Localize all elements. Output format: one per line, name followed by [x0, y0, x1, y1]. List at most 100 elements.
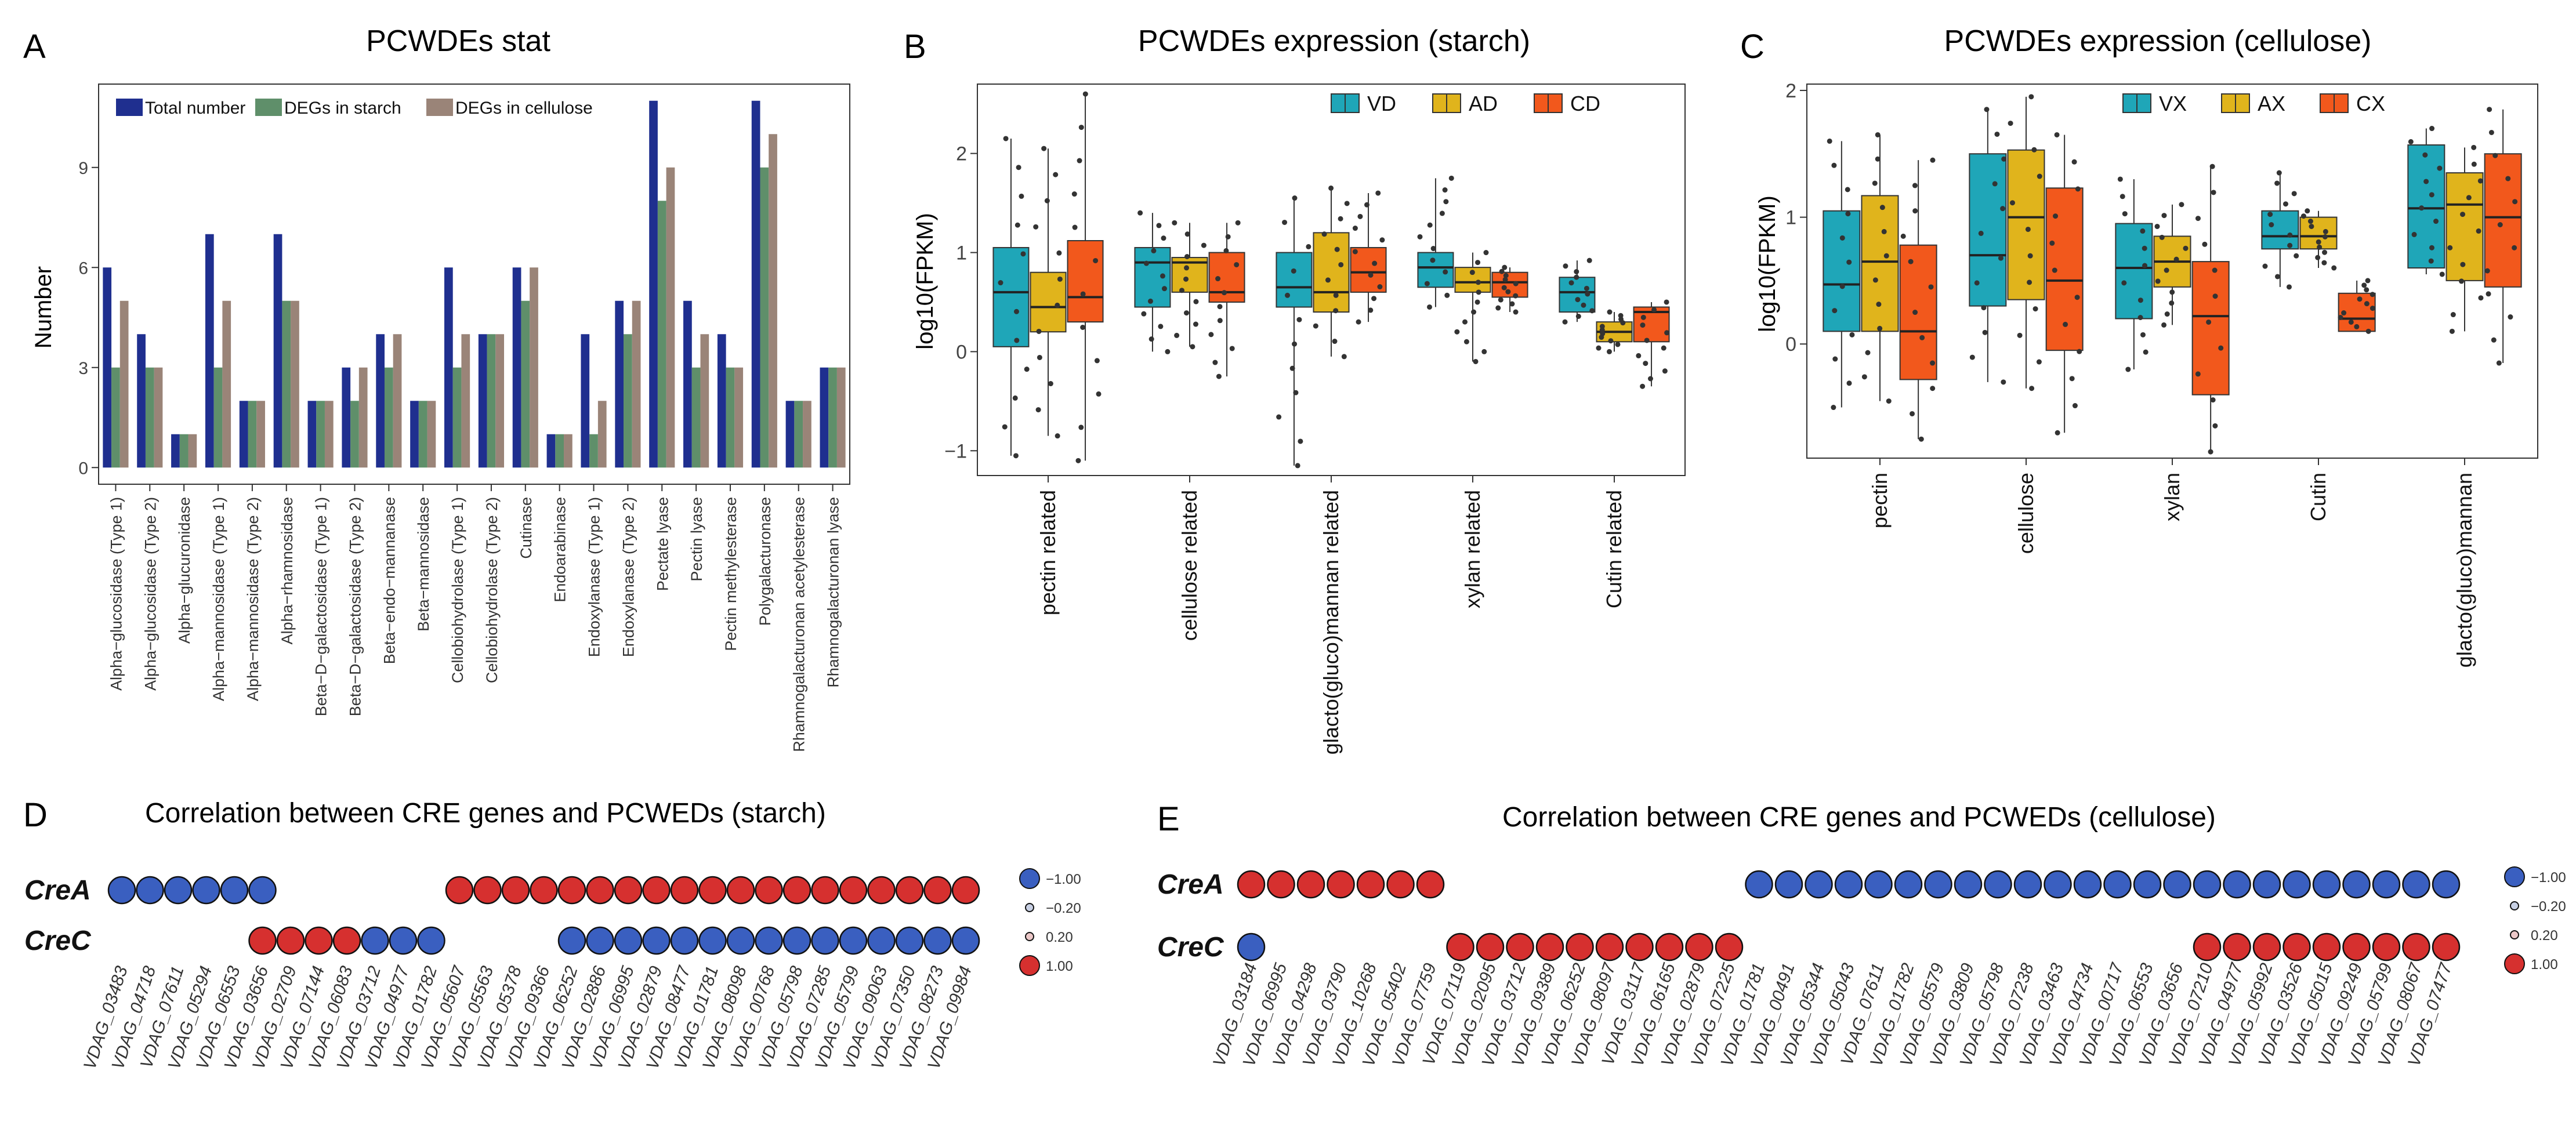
point-vd-cutin-related [1575, 313, 1581, 319]
dot-crec-vdag-03712 [361, 926, 389, 955]
point-cd-xylan-related [1503, 273, 1509, 278]
point-ad-pectin-related [1056, 250, 1062, 256]
point-cd-pectin-related [1075, 458, 1081, 463]
point-vx-cellulose [2000, 206, 2006, 212]
y-tick-label: 1 [956, 242, 967, 264]
point-cd-cutin-related [1640, 314, 1646, 320]
point-cx-cellulose [2053, 213, 2059, 219]
bar-total-number-beta-d-galactosidase-type-2 [342, 367, 351, 468]
point-vx-pectin [1839, 235, 1845, 241]
bar-total-number-pectin-methylesterase [717, 334, 726, 468]
box-ad-pectin-related [1030, 271, 1067, 333]
point-cx-pectin [1930, 386, 1936, 391]
box-vx-xylan [2115, 223, 2153, 320]
panel-d-title: Correlation between CRE genes and PCWEDs… [145, 798, 826, 829]
dot-crea-vdag-07611 [164, 876, 193, 905]
point-vx-glacto-gluco-mannan [2433, 219, 2439, 224]
point-ad-glacto-gluco-mannan-related [1333, 308, 1339, 314]
dot-crec-vdag-08098 [726, 926, 755, 955]
dot-crea-vdag-07210 [2193, 870, 2222, 899]
dot-crec-vdag-06083 [332, 926, 361, 955]
bar-degs-in-starch-cellobiohydrolase-type-1 [452, 367, 462, 468]
point-cd-pectin-related [1077, 158, 1082, 164]
point-vx-cellulose [1978, 230, 1984, 236]
point-ax-pectin [1886, 398, 1892, 404]
point-ax-cellulose [2032, 306, 2038, 312]
dot-crea-vdag-06995 [1267, 870, 1295, 899]
point-vd-cutin-related [1575, 297, 1581, 303]
dot-crea-vdag-09366 [530, 876, 558, 905]
point-ax-xylan [2161, 213, 2167, 219]
dot-crea-vdag-06995 [614, 876, 643, 905]
point-vd-cellulose-related [1160, 273, 1165, 279]
bar-degs-in-cellulose-pectin-lyase [700, 334, 709, 468]
point-cd-glacto-gluco-mannan-related [1377, 284, 1383, 290]
dot-crec-vdag-06995 [614, 926, 643, 955]
dot-crea-vdag-05344 [1805, 870, 1833, 899]
legend-dot [2510, 901, 2519, 910]
box-vx-glacto-gluco-mannan [2407, 144, 2445, 269]
point-cx-xylan [2195, 371, 2201, 377]
box-cd-cellulose-related [1208, 252, 1245, 303]
point-cd-cellulose-related [1217, 318, 1223, 324]
dot-crea-vdag-03790 [1327, 870, 1355, 899]
point-ax-cutin [2323, 228, 2328, 234]
x-tick-label-cutinase: Cutinase [517, 497, 535, 559]
point-vd-cutin-related [1568, 280, 1574, 286]
box-cd-pectin-related [1067, 240, 1104, 323]
dot-crec-vdag-03184 [1237, 932, 1266, 961]
dot-crec-vdag-09389 [1535, 932, 1564, 961]
point-cd-xylan-related [1495, 305, 1501, 311]
x-tick-label-pectate-lyase: Pectate lyase [654, 497, 671, 591]
dot-crea-vdag-08067 [2402, 870, 2430, 899]
point-ax-glacto-gluco-mannan [2476, 228, 2481, 234]
dot-crec-vdag-06165 [1655, 932, 1684, 961]
point-ad-pectin-related [1037, 354, 1042, 360]
dot-crea-vdag-04734 [2073, 870, 2102, 899]
bar-degs-in-cellulose-pectate-lyase [666, 167, 675, 468]
dot-crec-vdag-02879 [1685, 932, 1713, 961]
panel-e-title: Correlation between CRE genes and PCWEDs… [1502, 802, 2216, 833]
dot-crea-vdag-06553 [2133, 870, 2162, 899]
point-vd-cellulose-related [1156, 223, 1162, 228]
point-vx-cutin [2287, 232, 2293, 238]
dot-crea-vdag-00717 [2103, 870, 2132, 899]
point-ax-pectin [1861, 374, 1867, 380]
point-ax-glacto-gluco-mannan [2466, 195, 2472, 201]
dot-crec-vdag-06252 [1566, 932, 1594, 961]
point-ad-pectin-related [1036, 328, 1042, 334]
point-ax-cellulose [2027, 253, 2033, 259]
point-cd-glacto-gluco-mannan-related [1357, 213, 1363, 219]
point-vd-xylan-related [1439, 211, 1445, 216]
y-tick-label: 1 [1785, 207, 1796, 229]
point-vd-pectin-related [1024, 367, 1030, 372]
y-tick-label: 0 [78, 459, 88, 478]
point-cx-cellulose [2054, 132, 2060, 137]
point-cd-pectin-related [1072, 224, 1078, 230]
point-cd-pectin-related [1094, 358, 1100, 364]
legend-label: 0.20 [1046, 930, 1073, 945]
point-vd-cellulose-related [1158, 324, 1164, 329]
legend-label-cx: CX [2356, 92, 2385, 115]
x-tick-label-cutin: Cutin [2306, 473, 2330, 521]
point-cx-cutin [2370, 306, 2375, 311]
point-vx-cellulose [1998, 255, 2003, 261]
point-vx-glacto-gluco-mannan [2429, 245, 2434, 251]
bar-degs-in-starch-beta-d-galactosidase-type-2 [350, 401, 359, 468]
plot-frame [977, 84, 1686, 476]
point-vx-glacto-gluco-mannan [2439, 271, 2445, 277]
legend-swatch-degs-in-cellulose [426, 99, 453, 116]
point-vd-pectin-related [1003, 136, 1009, 141]
point-ax-cutin [2317, 244, 2323, 250]
box-vx-cellulose [1969, 153, 2007, 307]
point-cd-glacto-gluco-mannan-related [1368, 307, 1374, 313]
dot-crea-vdag-07759 [1416, 870, 1445, 899]
point-vx-pectin [1839, 284, 1845, 289]
panel-a: A PCWDEs stat Number 0 3 6 9 Alpha−glucosida… [23, 24, 850, 752]
point-cd-xylan-related [1513, 309, 1519, 315]
chart-e: CreACreCVDAG_03184VDAG_06995VDAG_04298VD… [1157, 866, 2566, 1069]
dot-crea-vdag-03656 [2163, 870, 2191, 899]
panel-e: E Correlation between CRE genes and PCWE… [1157, 800, 2566, 1069]
dot-crea-vdag-01781 [1745, 870, 1773, 899]
point-vx-pectin [1846, 380, 1852, 386]
